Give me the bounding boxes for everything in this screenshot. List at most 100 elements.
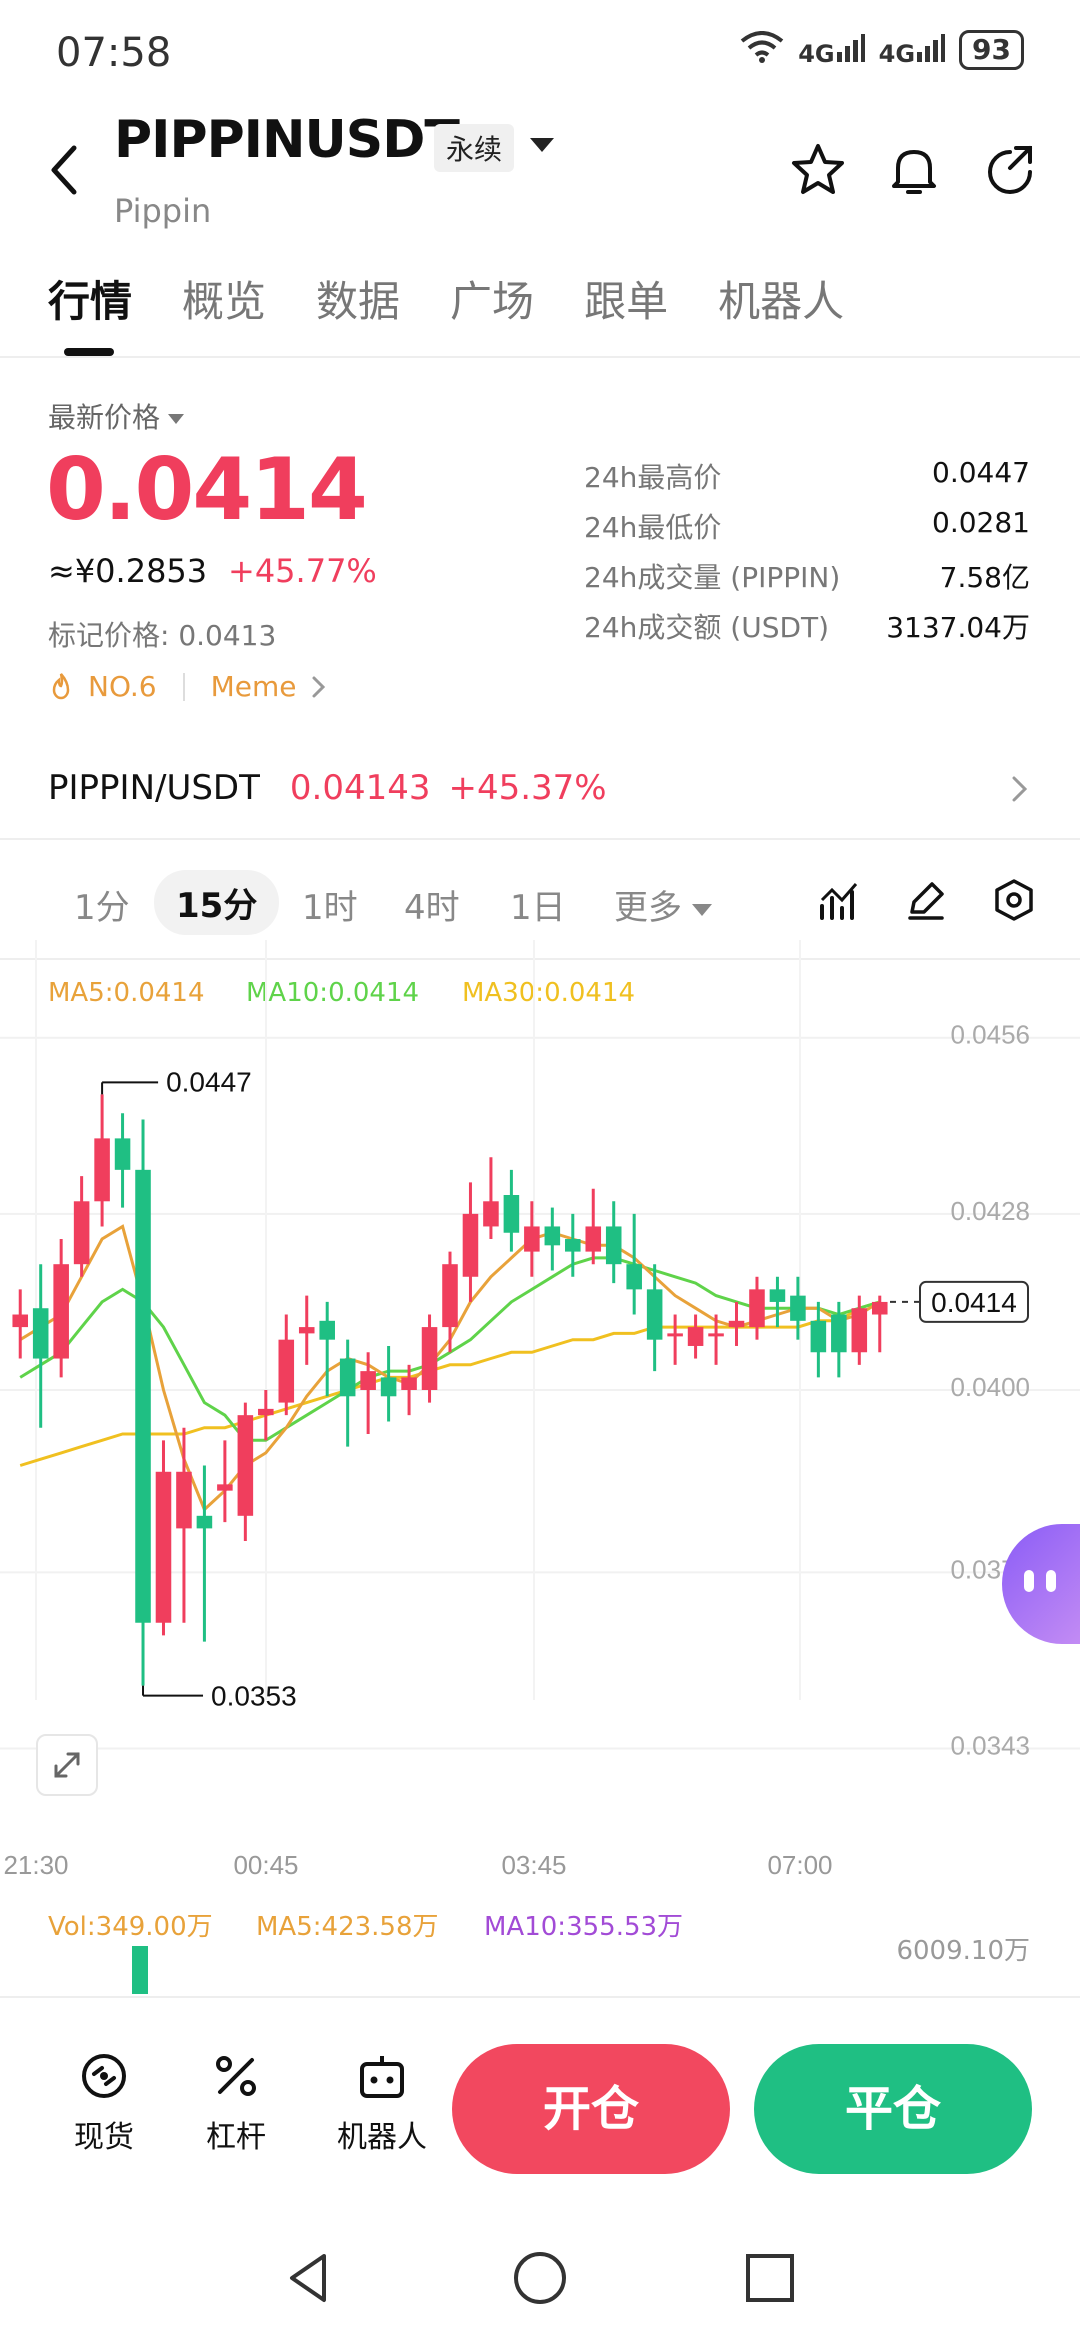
signal-icon-1: 4G <box>798 32 865 68</box>
favorite-star-icon[interactable] <box>788 140 848 200</box>
active-tab-indicator <box>64 348 114 356</box>
candle-body <box>544 1226 561 1246</box>
stat-volume-label: 24h成交量 (PIPPIN) <box>584 561 841 594</box>
interval-4h[interactable]: 4时 <box>404 888 460 928</box>
candle-body <box>626 1264 642 1290</box>
nav-home-button[interactable] <box>510 2248 570 2312</box>
candle-body <box>339 1358 356 1397</box>
interval-more[interactable]: 更多 <box>614 880 712 929</box>
spot-pair-row[interactable]: PIPPIN/USDT 0.04143 +45.37% <box>48 768 607 808</box>
price-change: +45.77% <box>228 552 377 590</box>
wifi-icon <box>740 31 784 69</box>
square-recents-icon <box>746 2254 794 2302</box>
candle-body <box>421 1327 438 1390</box>
back-button[interactable] <box>40 140 90 200</box>
y-tick-label: 0.0428 <box>950 1196 1030 1226</box>
candle-body <box>53 1264 69 1359</box>
candle-body <box>871 1301 888 1315</box>
status-time: 07:58 <box>56 30 172 76</box>
volume-ma10-label: MA10:355.53万 <box>484 1912 684 1942</box>
candle-body <box>94 1138 110 1202</box>
flame-icon <box>52 672 70 699</box>
low-label: 0.0353 <box>211 1681 297 1712</box>
contract-type-tag[interactable]: 永续 <box>434 124 515 172</box>
percent-icon <box>216 2056 256 2096</box>
chart-settings-icon[interactable] <box>992 878 1036 922</box>
ma5-legend: MA5:0.0414 <box>48 978 205 1008</box>
last-price-label[interactable]: 最新价格 <box>48 396 185 436</box>
candle-body <box>237 1415 254 1516</box>
symbol-dropdown-icon[interactable] <box>530 138 554 152</box>
leverage-button[interactable]: 杠杆 <box>186 2048 286 2156</box>
robot-button[interactable]: 机器人 <box>322 2048 442 2156</box>
ma10-line <box>19 1256 881 1442</box>
back-arrow-icon <box>51 145 77 195</box>
tab-square[interactable]: 广场 <box>450 277 535 326</box>
stat-high-label: 24h最高价 <box>584 461 722 494</box>
candle-body <box>32 1308 49 1359</box>
pair-divider <box>0 838 1080 840</box>
draw-pencil-icon[interactable] <box>904 878 948 922</box>
tab-copy-trading[interactable]: 跟单 <box>584 277 669 326</box>
candle-body <box>462 1213 479 1277</box>
bell-icon[interactable] <box>884 140 944 200</box>
candle-body <box>73 1201 90 1265</box>
spot-pair-chevron-icon[interactable] <box>1010 774 1030 804</box>
candle-body <box>749 1289 765 1328</box>
share-icon[interactable] <box>980 140 1040 200</box>
triangle-back-icon <box>290 2254 326 2302</box>
category-tag[interactable]: Meme <box>210 670 297 703</box>
stat-turnover-value: 3137.04万 <box>886 611 1030 644</box>
open-position-button[interactable]: 开仓 <box>452 2044 730 2174</box>
stat-low-label: 24h最低价 <box>584 511 722 544</box>
interval-divider <box>0 958 1080 960</box>
tab-market[interactable]: 行情 <box>48 277 133 326</box>
spot-pair-name: PIPPIN/USDT <box>48 768 260 808</box>
candle-body <box>483 1201 499 1227</box>
current-price-label: 0.0414 <box>931 1287 1017 1318</box>
close-position-button[interactable]: 平仓 <box>754 2044 1032 2174</box>
candle-body <box>12 1314 29 1328</box>
candle-body <box>135 1169 151 1623</box>
y-tick-label: 0.0343 <box>950 1731 1030 1761</box>
tags-row: NO.6 Meme <box>48 670 328 703</box>
interval-1d[interactable]: 1日 <box>510 888 566 928</box>
nav-recents-button[interactable] <box>740 2248 800 2312</box>
fullscreen-button[interactable] <box>36 1734 98 1796</box>
assistant-bubble[interactable] <box>1002 1524 1080 1644</box>
tab-data[interactable]: 数据 <box>316 277 401 326</box>
mark-price: 标记价格: 0.0413 <box>48 619 277 652</box>
candle-body <box>667 1333 683 1337</box>
interval-1m[interactable]: 1分 <box>74 888 130 928</box>
ma30-legend: MA30:0.0414 <box>462 978 636 1008</box>
current-price-box <box>919 1280 1029 1323</box>
candle-body <box>851 1308 868 1353</box>
last-price: 0.0414 <box>46 440 368 540</box>
volume-bar <box>132 1946 148 1994</box>
tag-divider <box>182 672 185 701</box>
indicator-icon[interactable] <box>818 878 862 922</box>
tabs-divider <box>0 356 1080 358</box>
tab-robot[interactable]: 机器人 <box>718 277 845 326</box>
rank-tag[interactable]: NO.6 <box>88 670 157 703</box>
assistant-face-icon <box>1024 1570 1056 1592</box>
leverage-label: 杠杆 <box>206 2120 266 2155</box>
candle-body <box>708 1333 724 1337</box>
spot-button[interactable]: 现货 <box>54 2048 154 2156</box>
interval-1h[interactable]: 1时 <box>302 888 358 928</box>
nav-back-button[interactable] <box>280 2248 340 2312</box>
tab-overview[interactable]: 概览 <box>182 277 267 326</box>
x-tick-label: 03:45 <box>501 1850 566 1880</box>
candle-body <box>380 1377 397 1397</box>
chevron-right-icon[interactable] <box>310 674 328 700</box>
battery-icon: 93 <box>959 30 1024 70</box>
volume-ma5-label: MA5:423.58万 <box>256 1912 439 1942</box>
candle-body <box>401 1377 417 1390</box>
candle-body <box>565 1239 581 1252</box>
symbol-title[interactable]: PIPPINUSDT <box>114 110 460 170</box>
interval-15m[interactable]: 15分 <box>154 870 280 935</box>
robot-icon <box>360 2056 404 2098</box>
interval-bar: 1分 15分 1时 4时 1日 更多 <box>0 862 1080 962</box>
caret-down-icon <box>692 903 712 916</box>
